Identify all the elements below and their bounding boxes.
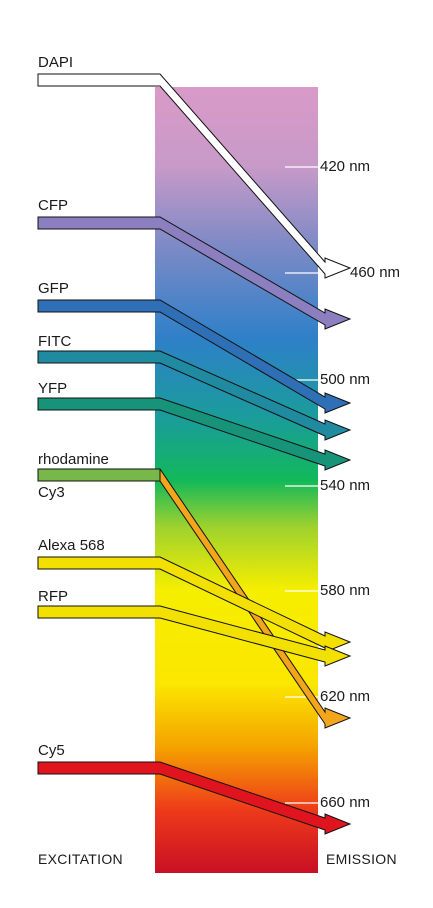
label-cy5: Cy5 xyxy=(38,742,65,759)
arrow-gfp xyxy=(37,299,352,414)
arrow-alexa-568 xyxy=(37,556,352,653)
label-yfp: YFP xyxy=(38,380,68,397)
emission-label: EMISSION xyxy=(326,851,397,867)
label-gfp: GFP xyxy=(38,280,69,297)
spectrum-bar xyxy=(155,87,318,873)
arrow-fitc xyxy=(37,350,352,441)
arrow-rhodamine xyxy=(37,468,161,482)
arrow-cy5 xyxy=(37,761,352,835)
label-alexa-568: Alexa 568 xyxy=(38,537,105,554)
tick-label: 620 nm xyxy=(320,688,371,705)
arrow-cfp xyxy=(37,216,352,330)
tick-label: 540 nm xyxy=(320,477,371,494)
tick-label: 420 nm xyxy=(320,158,371,175)
label-rfp: RFP xyxy=(38,588,68,605)
tick-label: 500 nm xyxy=(320,371,371,388)
label-cy3: Cy3 xyxy=(38,484,65,501)
label-dapi: DAPI xyxy=(38,54,74,71)
label-fitc: FITC xyxy=(38,333,72,350)
arrow-rfp xyxy=(37,605,352,667)
label-cfp: CFP xyxy=(38,197,68,214)
tick-label: 460 nm xyxy=(350,264,401,281)
tick-label: 580 nm xyxy=(320,582,371,599)
excitation-label: EXCITATION xyxy=(38,851,123,867)
tick-label: 660 nm xyxy=(320,794,371,811)
fluorophore-arrows xyxy=(37,73,352,835)
arrow-yfp xyxy=(37,397,352,471)
arrow-dapi xyxy=(37,73,352,279)
label-rhodamine: rhodamine xyxy=(38,451,109,468)
